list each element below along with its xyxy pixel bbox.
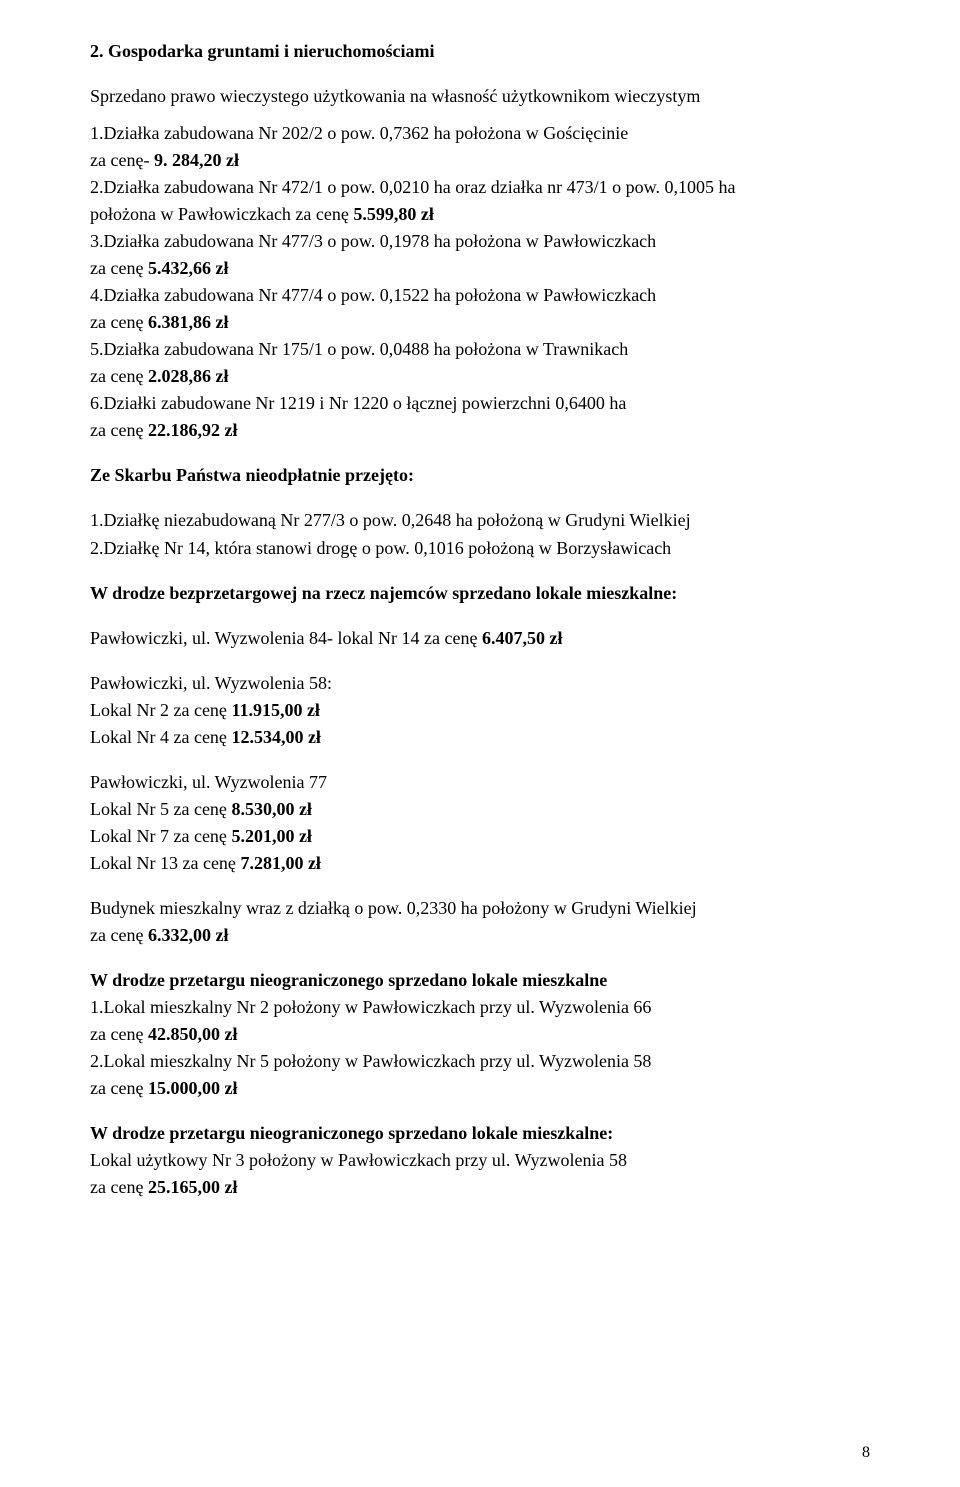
skarb-item: 2.Działkę Nr 14, która stanowi drogę o p… [90, 537, 870, 560]
przetarg1-price: za cenę 42.850,00 zł [90, 1023, 870, 1046]
section-heading: 2. Gospodarka gruntami i nieruchomościam… [90, 40, 870, 63]
bp-item: Lokal Nr 4 za cenę 12.534,00 zł [90, 726, 870, 749]
bp-item: Lokal Nr 13 za cenę 7.281,00 zł [90, 852, 870, 875]
plot-price: za cenę 2.028,86 zł [90, 365, 870, 388]
plot-line: 3.Działka zabudowana Nr 477/3 o pow. 0,1… [90, 230, 870, 253]
bp-item: Lokal Nr 7 za cenę 5.201,00 zł [90, 825, 870, 848]
przetarg2-item: Lokal użytkowy Nr 3 położony w Pawłowicz… [90, 1149, 870, 1172]
bp-item: Pawłowiczki, ul. Wyzwolenia 84- lokal Nr… [90, 627, 870, 650]
plot-price: za cenę 6.381,86 zł [90, 311, 870, 334]
skarb-item: 1.Działkę niezabudowaną Nr 277/3 o pow. … [90, 509, 870, 532]
przetarg1-item: 1.Lokal mieszkalny Nr 2 położony w Pawło… [90, 996, 870, 1019]
plot-price: za cenę 5.432,66 zł [90, 257, 870, 280]
bp-item: Lokal Nr 2 za cenę 11.915,00 zł [90, 699, 870, 722]
skarb-heading: Ze Skarbu Państwa nieodpłatnie przejęto: [90, 464, 870, 487]
plot-price: za cenę 22.186,92 zł [90, 419, 870, 442]
bp-block-title: Pawłowiczki, ul. Wyzwolenia 58: [90, 672, 870, 695]
building-line: Budynek mieszkalny wraz z działką o pow.… [90, 897, 870, 920]
przetarg2-heading: W drodze przetargu nieograniczonego sprz… [90, 1122, 870, 1145]
plot-line: 5.Działka zabudowana Nr 175/1 o pow. 0,0… [90, 338, 870, 361]
plot-line: 1.Działka zabudowana Nr 202/2 o pow. 0,7… [90, 122, 870, 145]
plot-line: 4.Działka zabudowana Nr 477/4 o pow. 0,1… [90, 284, 870, 307]
plot-price: za cenę- 9. 284,20 zł [90, 149, 870, 172]
building-price: za cenę 6.332,00 zł [90, 924, 870, 947]
plot-line: 2.Działka zabudowana Nr 472/1 o pow. 0,0… [90, 176, 870, 199]
intro-text: Sprzedano prawo wieczystego użytkowania … [90, 85, 870, 108]
bp-item: Lokal Nr 5 za cenę 8.530,00 zł [90, 798, 870, 821]
przetarg2-price: za cenę 25.165,00 zł [90, 1176, 870, 1199]
bp-block-title: Pawłowiczki, ul. Wyzwolenia 77 [90, 771, 870, 794]
przetarg1-heading: W drodze przetargu nieograniczonego sprz… [90, 969, 870, 992]
przetarg1-item: 2.Lokal mieszkalny Nr 5 położony w Pawło… [90, 1050, 870, 1073]
plot-line: 6.Działki zabudowane Nr 1219 i Nr 1220 o… [90, 392, 870, 415]
bezprzetarg-heading: W drodze bezprzetargowej na rzecz najemc… [90, 582, 870, 605]
plot-price: położona w Pawłowiczkach za cenę 5.599,8… [90, 203, 870, 226]
plots-list: 1.Działka zabudowana Nr 202/2 o pow. 0,7… [90, 122, 870, 442]
przetarg1-price: za cenę 15.000,00 zł [90, 1077, 870, 1100]
page-number: 8 [862, 1443, 870, 1463]
